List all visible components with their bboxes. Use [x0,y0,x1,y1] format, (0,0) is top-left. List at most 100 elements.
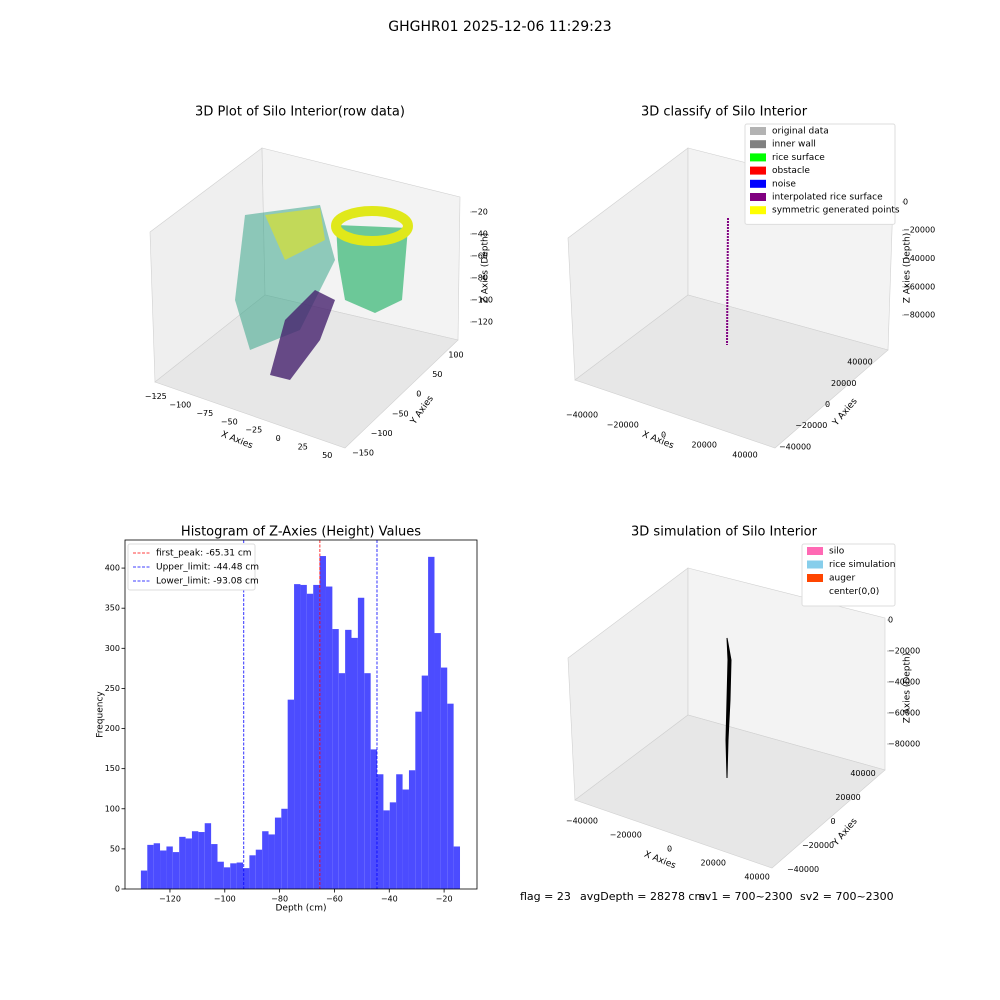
footer-text: sv2 = 700~2300 [800,890,894,903]
legend-swatch [807,587,823,596]
bar [402,789,409,889]
bar [306,593,314,889]
subplot-title: 3D Plot of Silo Interior(row data) [195,105,405,120]
bar [338,673,346,889]
y-tick-label: −20000 [795,421,827,430]
tick-mark [204,412,206,414]
tick-mark [810,425,812,427]
y-tick-label: −150 [352,448,374,457]
bar [166,846,173,889]
bar [249,855,256,889]
tick-mark [581,414,583,416]
y-tick-label: 300 [105,644,120,653]
y-tick-label: 0 [825,400,830,409]
footer-text: sv1 = 700~2300 [699,890,793,903]
y-tick-label: −40000 [787,865,819,874]
x-tick-label: −50 [221,417,238,426]
legend-swatch [750,127,766,135]
z-axis-label: Z Axies (Depth) [903,653,913,724]
tick-mark [625,834,627,836]
tick-mark [902,201,904,203]
bar [300,584,307,889]
tick-mark [228,421,230,423]
bar [396,774,403,889]
bar [281,808,288,889]
x-tick-label: 50 [322,451,332,460]
bar [172,852,180,889]
tick-mark [662,434,665,436]
tick-mark [155,395,157,397]
bar [351,637,358,889]
plot-frame [124,539,478,890]
tick-mark [802,869,804,871]
point-trace [726,217,729,346]
bar [223,867,231,889]
bar [428,556,435,889]
tick-mark [703,444,705,446]
bar [230,863,237,889]
z-tick-label: −60000 [903,282,935,291]
tick-mark [470,211,472,213]
bar [160,850,167,889]
x-tick-label: −20 [436,895,453,904]
figure-title: GHGHR01 2025-12-06 11:29:23 [388,19,611,35]
z-tick-label: −60 [471,252,488,261]
bar [255,849,263,889]
x-tick-label: −100 [214,895,236,904]
legend-box [744,123,896,225]
bar [364,673,371,889]
legend-label: noise [772,179,796,189]
point-cloud [265,208,325,260]
z-tick-label: −40 [471,230,488,239]
bar [274,817,282,889]
legend-label: obstacle [772,166,810,176]
legend-label: original data [772,127,829,137]
bar [453,846,461,889]
bar [313,584,320,889]
y-tick-label: 400 [105,564,120,573]
bar [236,862,244,889]
x-tick-label: −40000 [566,411,598,420]
tick-mark [847,797,849,799]
tick-mark [302,446,304,448]
z-tick-label: −80 [471,274,488,283]
bar [140,870,148,889]
tick-mark [902,229,904,231]
tick-mark [887,650,889,652]
bar [408,770,416,889]
simulation-surface [725,637,732,779]
tick-mark [436,374,438,376]
legend-swatch [750,140,766,149]
bar [389,802,397,889]
x-tick-label: −125 [145,392,167,401]
y-tick-label: 0 [831,817,836,826]
y-tick-label: 150 [105,764,120,773]
bar [415,711,422,889]
x-axis-label: X Axies [641,430,676,452]
tick-mark [887,619,889,621]
legend-swatch [750,153,766,162]
z-tick-label: −40000 [903,254,935,263]
tick-mark [712,862,714,864]
legend-swatch [750,179,766,188]
bar [147,844,154,889]
legend-swatch [750,193,766,201]
tick-mark [470,277,472,279]
x-tick-label: −20000 [607,421,639,430]
x-axis-label: Depth (cm) [275,904,326,914]
x-tick-label: −40 [381,895,398,904]
tick-mark [418,393,420,395]
subplot: 3D classify of Silo Interior −40000 −20000… [566,105,935,460]
z-tick-label: −20000 [888,647,920,656]
z-tick-label: −120 [471,318,493,327]
legend-label: first_peak: -65.31 cm [156,549,252,559]
z-tick-label: −60000 [888,709,920,718]
x-tick-label: −40000 [566,817,598,826]
tick-mark [581,820,583,822]
subplot-title: 3D simulation of Silo Interior [631,525,818,540]
y-tick-label: −50 [392,409,409,418]
bar [185,838,192,889]
y-axis-label: Frequency [96,691,106,738]
z-tick-label: −40000 [888,678,920,687]
